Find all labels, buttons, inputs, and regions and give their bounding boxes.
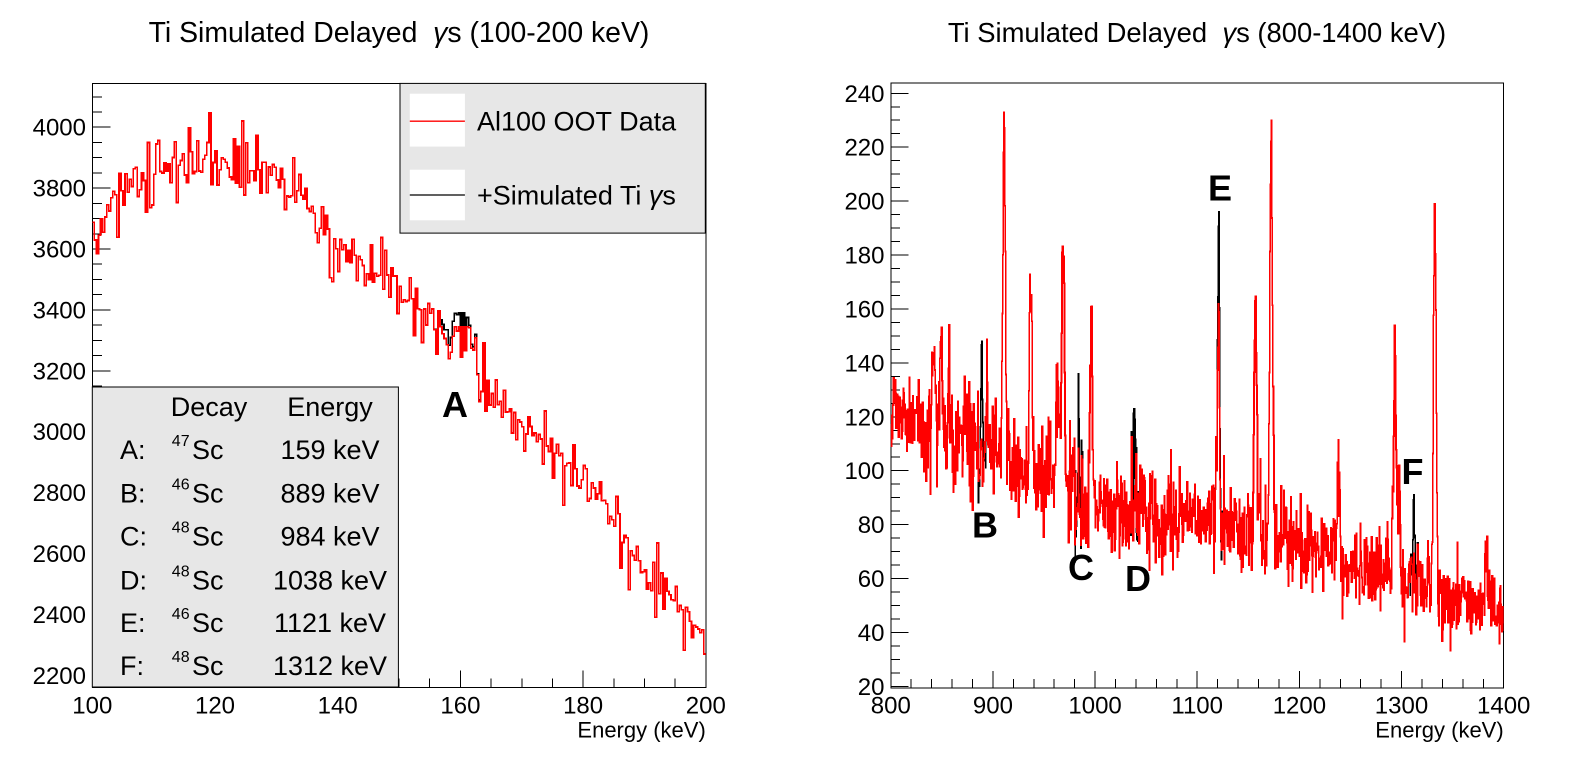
svg-text:200: 200 (844, 189, 884, 216)
svg-text:Sc: Sc (192, 435, 224, 465)
svg-text:1400: 1400 (1477, 693, 1530, 720)
svg-text:889 keV: 889 keV (280, 479, 379, 509)
svg-text:C: C (1068, 547, 1094, 588)
svg-text:Energy (keV): Energy (keV) (1375, 718, 1503, 743)
svg-text:160: 160 (440, 693, 480, 720)
svg-text:160: 160 (844, 297, 884, 324)
svg-text:48: 48 (172, 649, 190, 666)
svg-text:100: 100 (844, 458, 884, 485)
svg-text:F:: F: (120, 651, 144, 681)
svg-text:46: 46 (172, 477, 190, 494)
svg-text:B: B (972, 505, 998, 546)
svg-text:Energy (keV): Energy (keV) (577, 718, 705, 743)
svg-text:A:: A: (120, 435, 146, 465)
svg-text:4000: 4000 (33, 115, 86, 142)
svg-text:1121 keV: 1121 keV (274, 608, 386, 638)
svg-text:900: 900 (973, 693, 1013, 720)
svg-text:80: 80 (858, 512, 885, 539)
svg-text:Al100 OOT Data: Al100 OOT Data (477, 107, 677, 137)
svg-text:47: 47 (172, 433, 190, 450)
svg-text:Sc: Sc (192, 479, 224, 509)
svg-text:3800: 3800 (33, 176, 86, 203)
svg-text:E: E (1208, 168, 1232, 209)
svg-text:159 keV: 159 keV (280, 435, 379, 465)
svg-text:48: 48 (172, 563, 190, 580)
svg-text:Decay: Decay (171, 392, 248, 422)
svg-text:2800: 2800 (33, 480, 86, 507)
svg-text:3200: 3200 (33, 358, 86, 385)
svg-text:180: 180 (844, 243, 884, 270)
svg-text:C:: C: (120, 522, 147, 552)
svg-text:46: 46 (172, 606, 190, 623)
svg-text:Sc: Sc (192, 565, 224, 595)
svg-text:1200: 1200 (1273, 693, 1326, 720)
svg-text:60: 60 (858, 566, 885, 593)
svg-text:180: 180 (563, 693, 603, 720)
svg-text:140: 140 (318, 693, 358, 720)
svg-text:Ti Simulated Delayed γs (100-: Ti Simulated Delayed γs (100-200 keV) (149, 17, 650, 49)
svg-text:120: 120 (844, 404, 884, 431)
svg-text:3000: 3000 (33, 419, 86, 446)
svg-text:120: 120 (195, 693, 235, 720)
svg-text:Sc: Sc (192, 651, 224, 681)
svg-text:F: F (1402, 451, 1424, 492)
svg-text:2600: 2600 (33, 541, 86, 568)
svg-text:Energy: Energy (287, 392, 373, 422)
svg-text:1000: 1000 (1068, 693, 1121, 720)
svg-text:A: A (442, 384, 468, 425)
svg-text:1100: 1100 (1171, 693, 1223, 720)
svg-text:20: 20 (858, 674, 885, 701)
svg-text:D:: D: (120, 565, 147, 595)
svg-text:2400: 2400 (33, 602, 86, 629)
svg-text:100: 100 (72, 693, 112, 720)
svg-text:E:: E: (120, 608, 146, 638)
svg-text:40: 40 (858, 620, 885, 647)
svg-text:Sc: Sc (192, 608, 224, 638)
svg-text:800: 800 (871, 693, 911, 720)
svg-text:48: 48 (172, 520, 190, 537)
svg-text:220: 220 (844, 135, 884, 162)
svg-text:+Simulated Ti γs: +Simulated Ti γs (477, 181, 676, 211)
svg-text:3400: 3400 (33, 297, 86, 324)
svg-text:Ti Simulated Delayed γs (800-: Ti Simulated Delayed γs (800-1400 keV) (948, 17, 1446, 48)
svg-text:240: 240 (844, 81, 884, 108)
svg-text:Sc: Sc (192, 522, 224, 552)
svg-text:1300: 1300 (1375, 693, 1428, 720)
svg-text:B:: B: (120, 479, 146, 509)
svg-text:140: 140 (844, 350, 884, 377)
svg-text:1312 keV: 1312 keV (273, 651, 387, 681)
svg-text:1038 keV: 1038 keV (273, 565, 387, 595)
svg-text:200: 200 (686, 693, 726, 720)
svg-text:3600: 3600 (33, 237, 86, 264)
svg-text:2200: 2200 (33, 663, 86, 690)
svg-text:D: D (1125, 558, 1151, 599)
svg-text:984 keV: 984 keV (280, 522, 379, 552)
